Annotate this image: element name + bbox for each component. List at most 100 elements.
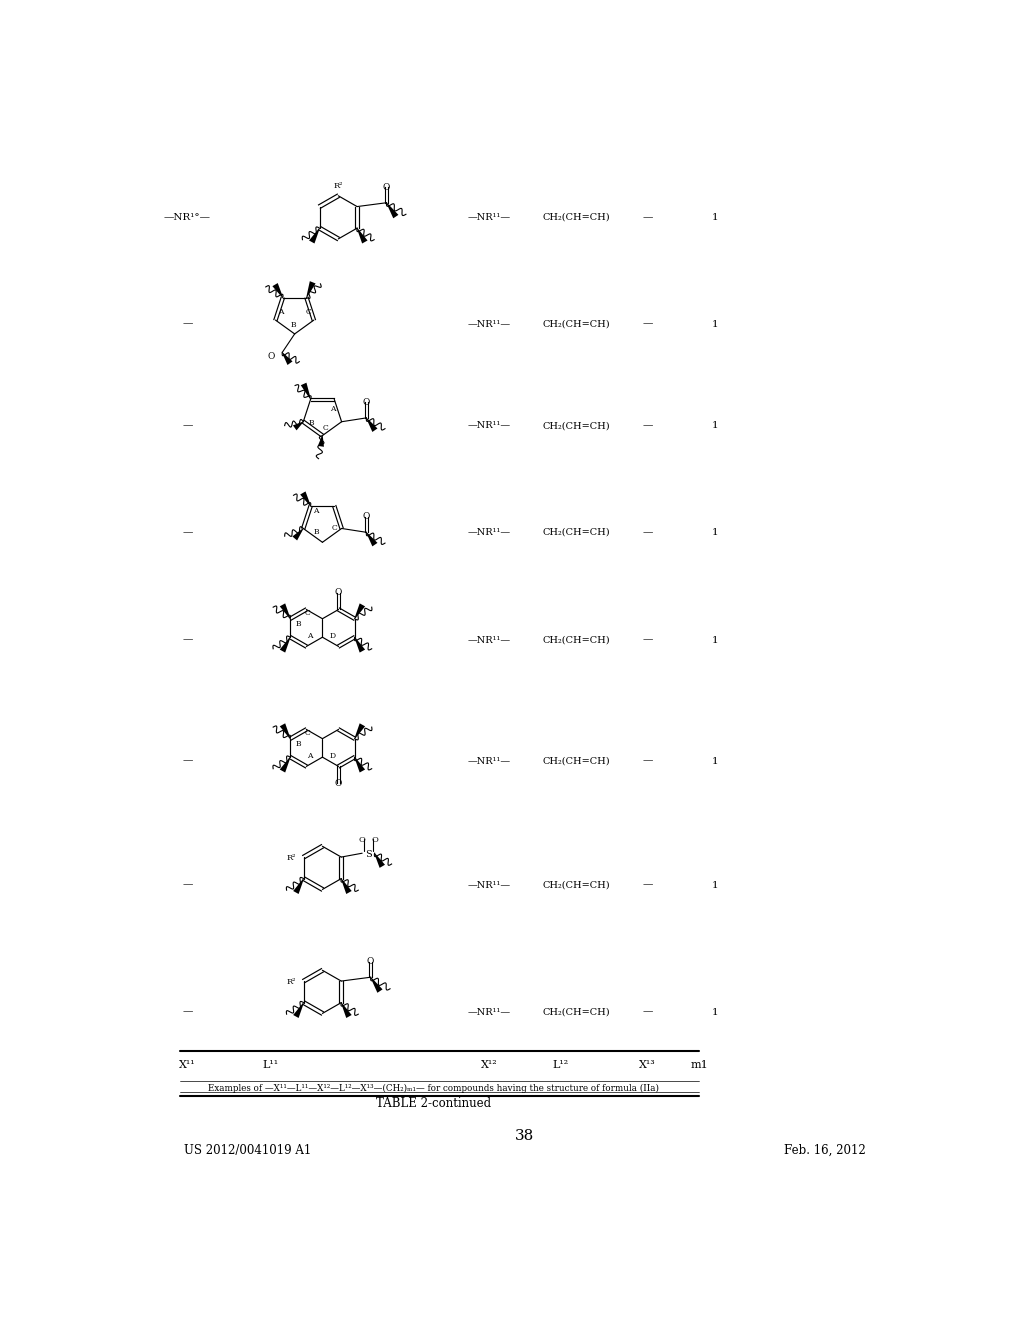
Text: A: A xyxy=(278,309,284,317)
Text: —NR¹¹—: —NR¹¹— xyxy=(468,528,511,537)
Text: C: C xyxy=(323,424,329,432)
Polygon shape xyxy=(300,491,311,507)
Text: A: A xyxy=(313,507,319,516)
Text: O: O xyxy=(335,779,342,788)
Polygon shape xyxy=(341,879,351,894)
Text: —: — xyxy=(643,636,653,644)
Polygon shape xyxy=(293,1002,304,1018)
Polygon shape xyxy=(375,853,385,867)
Text: 1: 1 xyxy=(712,319,719,329)
Text: O: O xyxy=(371,837,378,845)
Polygon shape xyxy=(280,756,291,772)
Text: O: O xyxy=(358,837,366,845)
Polygon shape xyxy=(317,436,324,446)
Text: R²: R² xyxy=(287,854,296,862)
Text: 1: 1 xyxy=(712,636,719,644)
Text: —: — xyxy=(182,880,193,890)
Polygon shape xyxy=(367,532,378,546)
Text: —NR¹¹—: —NR¹¹— xyxy=(468,636,511,644)
Text: O: O xyxy=(367,957,375,966)
Polygon shape xyxy=(354,603,366,619)
Text: 1: 1 xyxy=(712,421,719,430)
Text: A: A xyxy=(306,751,312,759)
Text: O: O xyxy=(383,182,390,191)
Text: US 2012/0041019 A1: US 2012/0041019 A1 xyxy=(183,1144,311,1156)
Polygon shape xyxy=(306,281,315,298)
Text: R²: R² xyxy=(287,978,296,986)
Text: CH₂(CH=CH): CH₂(CH=CH) xyxy=(543,636,610,644)
Text: S: S xyxy=(365,850,372,859)
Text: O: O xyxy=(362,397,370,407)
Text: CH₂(CH=CH): CH₂(CH=CH) xyxy=(543,1007,610,1016)
Text: B: B xyxy=(313,528,319,536)
Polygon shape xyxy=(354,723,366,739)
Text: —: — xyxy=(182,421,193,430)
Text: CH₂(CH=CH): CH₂(CH=CH) xyxy=(543,880,610,890)
Text: X¹¹: X¹¹ xyxy=(179,1060,196,1071)
Polygon shape xyxy=(356,228,368,243)
Text: CH₂(CH=CH): CH₂(CH=CH) xyxy=(543,319,610,329)
Text: —: — xyxy=(643,421,653,430)
Text: —: — xyxy=(643,319,653,329)
Polygon shape xyxy=(301,383,311,400)
Text: C: C xyxy=(306,309,311,317)
Text: —: — xyxy=(643,213,653,222)
Polygon shape xyxy=(341,1002,351,1018)
Text: A: A xyxy=(331,405,336,413)
Text: B: B xyxy=(296,741,301,748)
Polygon shape xyxy=(293,528,303,540)
Text: O: O xyxy=(267,351,274,360)
Text: X¹³: X¹³ xyxy=(639,1060,656,1071)
Text: —: — xyxy=(182,756,193,766)
Text: 1: 1 xyxy=(712,528,719,537)
Text: X¹²: X¹² xyxy=(480,1060,498,1071)
Text: D: D xyxy=(330,751,336,759)
Text: CH₂(CH=CH): CH₂(CH=CH) xyxy=(543,528,610,537)
Text: Feb. 16, 2012: Feb. 16, 2012 xyxy=(784,1144,866,1156)
Text: L¹²: L¹² xyxy=(552,1060,568,1071)
Text: B: B xyxy=(290,321,296,329)
Polygon shape xyxy=(272,282,283,298)
Text: C: C xyxy=(332,524,338,532)
Text: —NR¹¹—: —NR¹¹— xyxy=(468,319,511,329)
Text: —: — xyxy=(182,1007,193,1016)
Text: R²: R² xyxy=(334,182,343,190)
Text: D: D xyxy=(330,632,336,640)
Polygon shape xyxy=(354,756,366,772)
Polygon shape xyxy=(280,723,291,739)
Text: —: — xyxy=(182,528,193,537)
Polygon shape xyxy=(293,879,304,894)
Text: —NR¹¹—: —NR¹¹— xyxy=(468,880,511,890)
Text: —: — xyxy=(643,1007,653,1016)
Text: B: B xyxy=(296,620,301,628)
Text: —: — xyxy=(182,636,193,644)
Text: —: — xyxy=(643,756,653,766)
Text: TABLE 2-continued: TABLE 2-continued xyxy=(376,1097,492,1110)
Text: m1: m1 xyxy=(690,1060,709,1071)
Polygon shape xyxy=(386,202,398,218)
Text: —NR¹°—: —NR¹°— xyxy=(164,213,211,222)
Text: —NR¹¹—: —NR¹¹— xyxy=(468,1007,511,1016)
Text: 1: 1 xyxy=(712,213,719,222)
Polygon shape xyxy=(309,228,319,243)
Text: A: A xyxy=(306,632,312,640)
Text: CH₂(CH=CH): CH₂(CH=CH) xyxy=(543,756,610,766)
Polygon shape xyxy=(293,421,303,430)
Text: L¹¹: L¹¹ xyxy=(263,1060,279,1071)
Polygon shape xyxy=(280,603,291,619)
Polygon shape xyxy=(367,417,378,432)
Text: —NR¹¹—: —NR¹¹— xyxy=(468,421,511,430)
Text: 38: 38 xyxy=(515,1129,535,1143)
Text: Examples of —X¹¹—L¹¹—X¹²—L¹²—X¹³—(CH₂)ₘ₁— for compounds having the structure of : Examples of —X¹¹—L¹¹—X¹²—L¹²—X¹³—(CH₂)ₘ₁… xyxy=(208,1084,659,1093)
Text: 1: 1 xyxy=(712,1007,719,1016)
Polygon shape xyxy=(371,977,383,993)
Text: C: C xyxy=(305,609,310,616)
Text: B: B xyxy=(309,420,314,428)
Text: —: — xyxy=(643,880,653,890)
Text: C: C xyxy=(305,729,310,737)
Text: O: O xyxy=(335,587,342,597)
Text: 1: 1 xyxy=(712,880,719,890)
Text: —: — xyxy=(643,528,653,537)
Text: 1: 1 xyxy=(712,756,719,766)
Text: —NR¹¹—: —NR¹¹— xyxy=(468,756,511,766)
